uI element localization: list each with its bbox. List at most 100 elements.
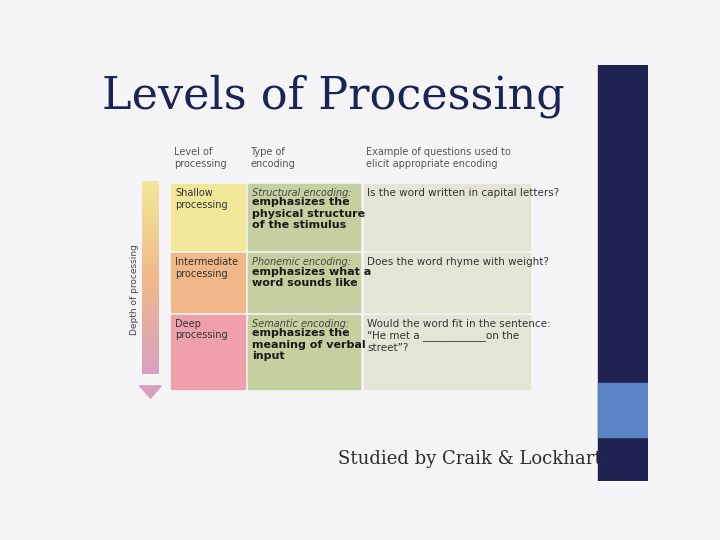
Text: Intermediate
processing: Intermediate processing (175, 257, 238, 279)
Bar (142, 351, 159, 353)
Text: emphasizes the
physical structure
of the stimulus: emphasizes the physical structure of the… (252, 197, 365, 231)
Bar (142, 368, 159, 370)
Bar (142, 265, 159, 266)
Bar (142, 282, 159, 283)
Bar (364, 184, 530, 251)
Bar (142, 256, 159, 258)
Polygon shape (140, 386, 161, 398)
Bar (142, 221, 159, 222)
Bar (142, 283, 159, 284)
Bar (142, 264, 159, 265)
Bar (142, 284, 159, 285)
Text: Would the word fit in the sentence:
“He met a ____________on the
street”?: Would the word fit in the sentence: “He … (367, 319, 551, 353)
Bar (142, 370, 159, 372)
Bar (142, 271, 159, 273)
Bar (142, 248, 159, 249)
Bar (142, 300, 159, 301)
Bar (142, 302, 159, 303)
Text: Structural encoding:: Structural encoding: (252, 188, 351, 198)
Bar (142, 231, 159, 232)
Bar (142, 205, 159, 206)
Bar (142, 268, 159, 269)
Bar (142, 212, 159, 213)
Bar (142, 372, 159, 374)
Bar (142, 184, 159, 185)
Bar (142, 211, 159, 212)
Bar (171, 315, 245, 389)
Bar (142, 214, 159, 215)
Bar (142, 315, 159, 317)
Bar (142, 277, 159, 278)
Bar (142, 346, 159, 348)
Bar (142, 345, 159, 347)
Bar (142, 289, 159, 291)
Bar (142, 202, 159, 203)
Bar (142, 252, 159, 253)
Bar (142, 280, 159, 281)
Bar (142, 266, 159, 268)
Bar (142, 331, 159, 332)
Text: emphasizes the
meaning of verbal
input: emphasizes the meaning of verbal input (252, 328, 366, 361)
Bar (142, 319, 159, 321)
Bar (142, 233, 159, 234)
Bar (142, 321, 159, 322)
Bar (142, 235, 159, 237)
Bar (142, 362, 159, 363)
Bar (142, 238, 159, 239)
Text: Does the word rhyme with weight?: Does the word rhyme with weight? (367, 257, 549, 267)
Bar (142, 316, 159, 318)
Bar (142, 269, 159, 271)
Bar (142, 348, 159, 349)
Bar (142, 329, 159, 330)
Bar (142, 298, 159, 300)
Bar (142, 278, 159, 279)
Bar (142, 318, 159, 319)
Bar (142, 181, 159, 183)
Bar (142, 270, 159, 272)
Bar (142, 185, 159, 186)
Bar (142, 226, 159, 227)
Bar (142, 208, 159, 210)
Bar (142, 333, 159, 334)
Bar (142, 343, 159, 345)
Bar (142, 267, 159, 269)
Bar (248, 253, 361, 312)
Bar (142, 324, 159, 326)
Bar (171, 253, 245, 312)
Bar (142, 341, 159, 343)
Bar (142, 217, 159, 219)
Text: Depth of processing: Depth of processing (130, 244, 139, 335)
Bar (142, 261, 159, 262)
Bar (142, 349, 159, 350)
Bar (142, 246, 159, 247)
Bar (142, 187, 159, 189)
Bar (142, 190, 159, 191)
Bar (598, 383, 648, 437)
Bar (142, 350, 159, 352)
Bar (142, 197, 159, 198)
Bar (142, 328, 159, 329)
Bar (142, 274, 159, 275)
Bar (142, 338, 159, 339)
Bar (142, 194, 159, 195)
Bar (142, 306, 159, 307)
Bar (142, 363, 159, 365)
Bar (142, 239, 159, 241)
Bar (248, 315, 361, 389)
Bar (142, 230, 159, 231)
Text: Is the word written in capital letters?: Is the word written in capital letters? (367, 188, 559, 198)
Bar (142, 334, 159, 335)
Bar (142, 232, 159, 233)
Bar (142, 281, 159, 282)
Bar (142, 250, 159, 251)
Bar (142, 196, 159, 198)
Bar (142, 336, 159, 338)
Bar (142, 367, 159, 368)
Bar (142, 294, 159, 295)
Bar (142, 336, 159, 337)
Bar (142, 193, 159, 194)
Bar (142, 204, 159, 205)
Bar (142, 293, 159, 295)
Bar (142, 244, 159, 246)
Bar (142, 275, 159, 276)
